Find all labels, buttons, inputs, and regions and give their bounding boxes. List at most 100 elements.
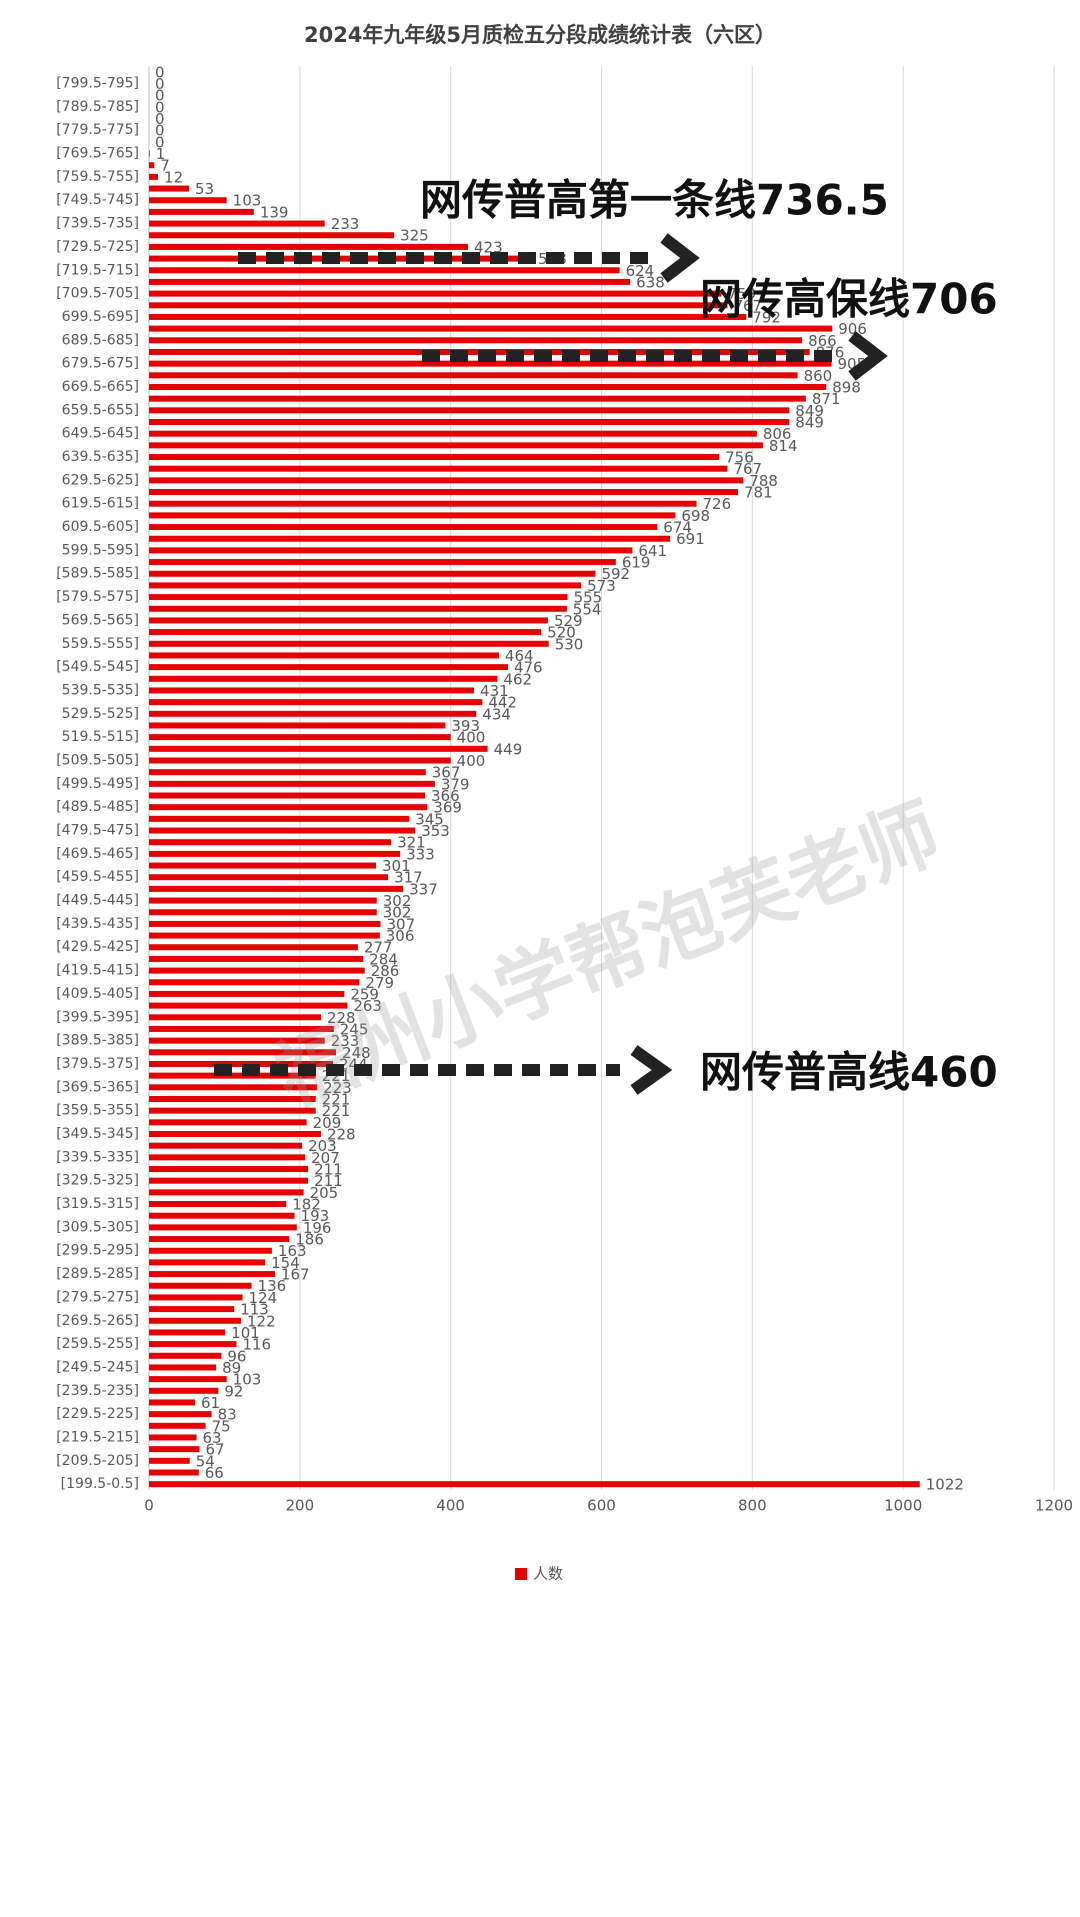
y-tick-label: [749.5-745] (56, 192, 139, 208)
value-label: 367 (432, 764, 461, 782)
value-label: 871 (812, 390, 841, 408)
value-label: 67 (206, 1441, 225, 1459)
y-tick-label: [299.5-295] (56, 1243, 139, 1259)
value-label: 434 (482, 705, 511, 723)
y-tick-label: 669.5-665] (62, 379, 139, 395)
bar (149, 699, 483, 706)
y-tick-label: [409.5-405] (56, 986, 139, 1002)
value-label: 263 (353, 997, 382, 1015)
value-label: 592 (601, 565, 630, 583)
bar (149, 208, 254, 215)
bar (149, 1189, 304, 1196)
y-tick-label: [209.5-205] (56, 1453, 139, 1469)
value-label: 277 (364, 939, 393, 957)
y-tick-label: [489.5-485] (56, 799, 139, 815)
bar (149, 1154, 306, 1161)
value-label: 63 (203, 1429, 222, 1447)
bar (149, 1376, 227, 1383)
value-label: 788 (749, 472, 778, 490)
y-tick-label: [469.5-465] (56, 846, 139, 862)
y-tick-label: [229.5-225] (56, 1406, 139, 1422)
bar (149, 850, 401, 857)
x-tick-label: 400 (436, 1497, 465, 1515)
value-label: 233 (331, 1032, 360, 1050)
bar (149, 1037, 325, 1044)
bar (149, 1014, 321, 1021)
value-label: 520 (547, 624, 576, 642)
bar (149, 1201, 287, 1208)
bar (149, 1072, 316, 1079)
bar (149, 979, 360, 986)
value-label: 302 (383, 892, 412, 910)
value-label: 464 (505, 647, 534, 665)
bar (149, 1341, 237, 1348)
x-tick-label: 800 (738, 1497, 767, 1515)
bar (149, 909, 377, 916)
value-label: 205 (310, 1184, 339, 1202)
value-label: 423 (474, 238, 503, 256)
value-label: 849 (795, 402, 824, 420)
bar (149, 1142, 303, 1149)
bar (149, 1352, 222, 1359)
bar (149, 1271, 275, 1278)
y-tick-label: [769.5-765] (56, 146, 139, 162)
y-tick-label: [799.5-795] (56, 76, 139, 92)
value-label: 221 (322, 1090, 351, 1108)
y-tick-label: [439.5-435] (56, 916, 139, 932)
arrow-head (630, 1045, 673, 1095)
value-label: 756 (725, 449, 754, 467)
chart-title: 2024年九年级5月质检五分段成绩统计表（六区） (304, 23, 776, 47)
bar (149, 360, 832, 367)
bar (149, 1422, 206, 1429)
annotation: 网传普高线460 (700, 1048, 998, 1097)
bar (149, 652, 499, 659)
y-tick-label: [269.5-265] (56, 1313, 139, 1329)
bar (149, 570, 596, 577)
bar (149, 1259, 266, 1266)
annotation: 网传普高第一条线736.5 (420, 176, 889, 225)
value-label: 154 (271, 1254, 300, 1272)
value-label: 279 (365, 974, 394, 992)
value-label: 207 (311, 1149, 340, 1167)
value-label: 0 (155, 98, 165, 116)
y-tick-label: [709.5-705] (56, 286, 139, 302)
arrow-head (660, 233, 700, 283)
y-tick-label: [759.5-755] (56, 169, 139, 185)
y-tick-label: [329.5-325] (56, 1173, 139, 1189)
bar (149, 535, 671, 542)
y-tick-label: 639.5-635] (62, 449, 139, 465)
y-tick-label: [309.5-305] (56, 1219, 139, 1235)
bar (149, 559, 616, 566)
value-label: 7 (160, 157, 170, 175)
bar (149, 874, 389, 881)
y-tick-label: 699.5-695] (62, 309, 139, 325)
value-label: 860 (804, 367, 833, 385)
value-label: 400 (457, 729, 486, 747)
y-tick-label: [589.5-585] (56, 566, 139, 582)
value-label: 136 (258, 1277, 287, 1295)
y-tick-label: [339.5-335] (56, 1149, 139, 1165)
y-tick-label: 569.5-565] (62, 612, 139, 628)
value-label: 529 (554, 612, 583, 630)
y-tick-label: 609.5-605] (62, 519, 139, 535)
bar (149, 815, 410, 822)
bar (149, 920, 381, 927)
bar (149, 1317, 242, 1324)
value-label: 92 (224, 1382, 243, 1400)
value-label: 0 (155, 63, 165, 81)
bar (149, 1457, 190, 1464)
value-label: 555 (574, 589, 603, 607)
value-label: 726 (703, 495, 732, 513)
x-tick-label: 600 (587, 1497, 616, 1515)
bar (149, 594, 568, 601)
value-label: 203 (308, 1137, 337, 1155)
bar (149, 407, 790, 414)
value-label: 325 (400, 227, 429, 245)
value-label: 103 (233, 192, 262, 210)
value-label: 223 (323, 1079, 352, 1097)
y-tick-label: [779.5-775] (56, 122, 139, 138)
value-label: 306 (386, 927, 415, 945)
bar (149, 1131, 321, 1137)
value-label: 759 (727, 285, 756, 303)
value-label: 75 (212, 1417, 231, 1435)
